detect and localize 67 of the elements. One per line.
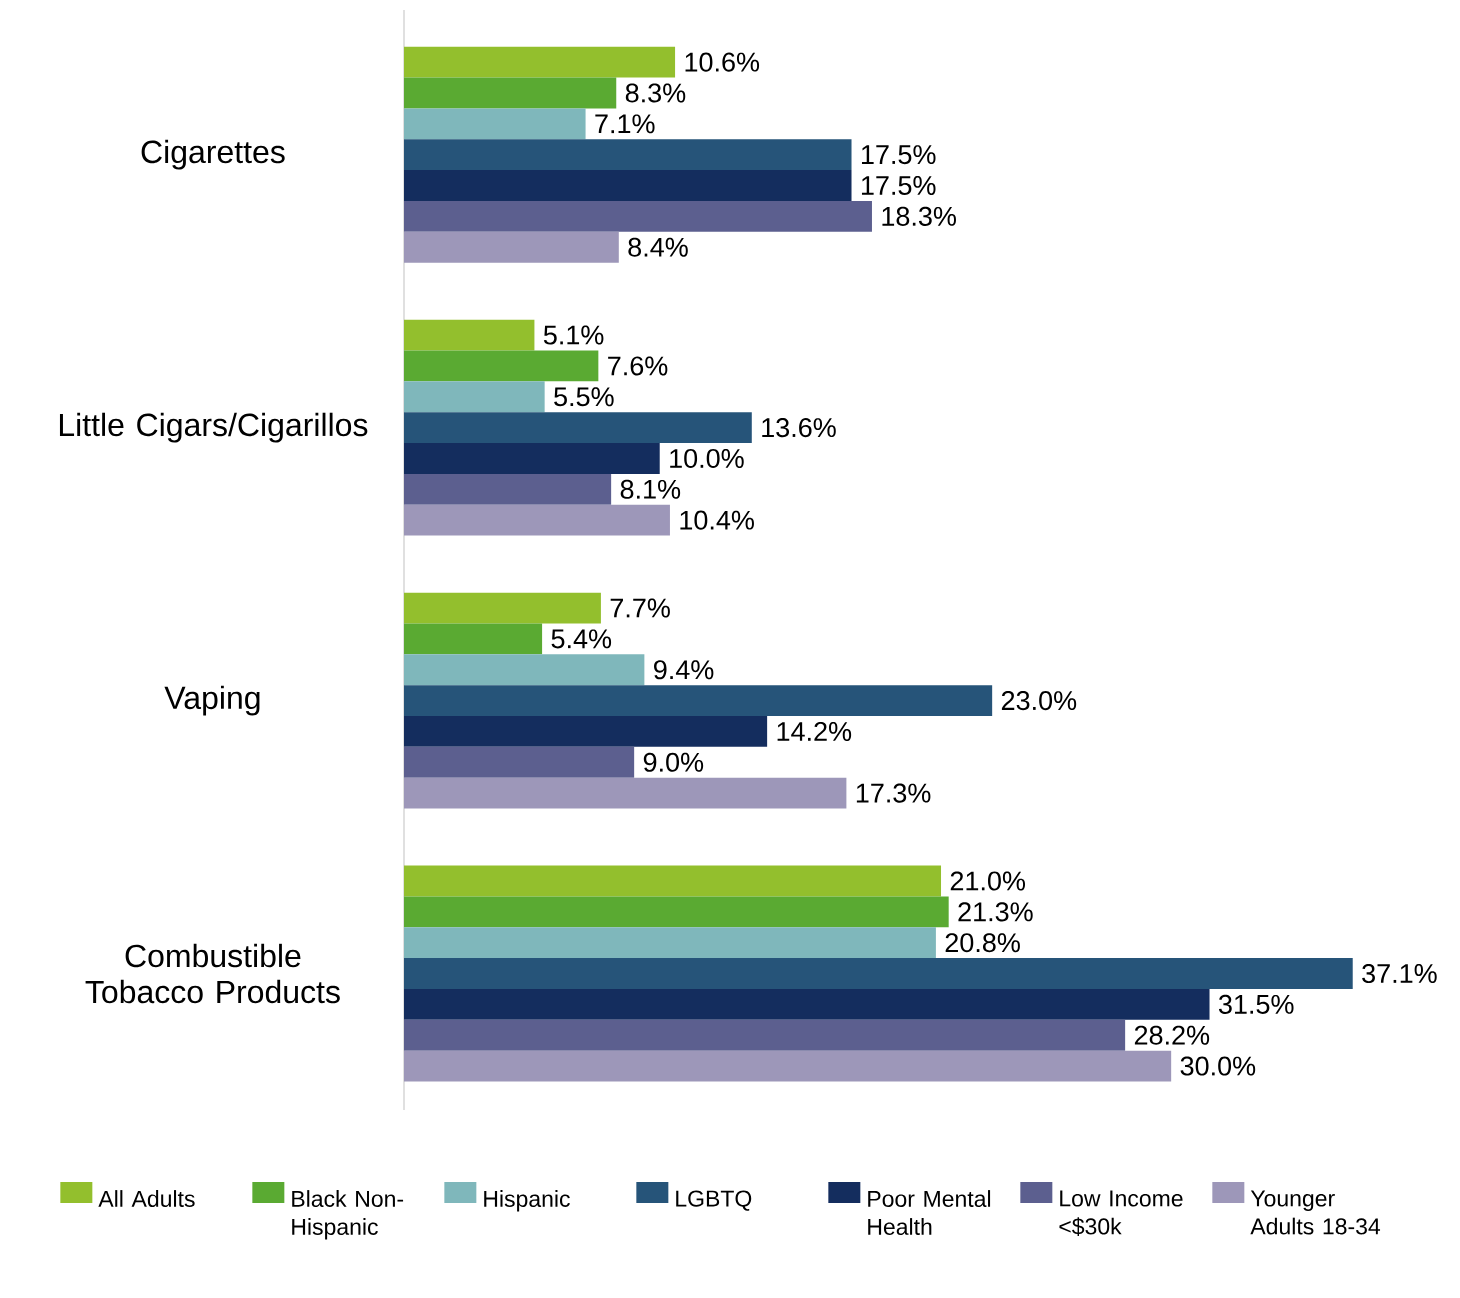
bar (404, 412, 752, 444)
data-label: 8.3% (625, 83, 686, 103)
data-label: 30.0% (1180, 1056, 1256, 1076)
legend-label: All Adults (98, 1190, 195, 1207)
legend-label: LGBTQ (676, 1190, 752, 1211)
legend-label: Black Non-Hispanic (292, 1190, 404, 1240)
legend-label: Low Income <$30k (1059, 1190, 1183, 1236)
data-label: 9.0% (643, 752, 704, 772)
data-label: 31.5% (1218, 994, 1294, 1014)
bar (404, 958, 1353, 989)
bar (404, 1019, 1126, 1051)
data-label: 5.5% (554, 387, 614, 407)
bar (404, 443, 660, 474)
data-label: 18.3% (882, 206, 956, 226)
data-label: 5.4% (551, 629, 612, 649)
data-label: 10.0% (670, 448, 744, 469)
legend-label: Poor Mental Health (868, 1190, 991, 1235)
data-label: 21.0% (950, 871, 1026, 891)
bar (404, 504, 670, 536)
bar (404, 1050, 1172, 1082)
bar (404, 927, 936, 959)
y-tick-label: Combustible Tobacco Products (85, 943, 340, 1004)
data-label: 10.4% (680, 510, 754, 530)
legend-label: Younger Adults 18-34 (1250, 1190, 1381, 1235)
bar (404, 716, 768, 747)
y-tick-label: Cigarettes (141, 139, 285, 170)
bar (404, 473, 612, 505)
bar (404, 592, 601, 624)
bar (404, 988, 1210, 1020)
bar (404, 381, 545, 413)
bar (404, 108, 586, 140)
bar (404, 231, 619, 263)
data-label: 7.6% (608, 356, 668, 376)
data-label: 14.2% (777, 721, 852, 741)
data-label: 7.1% (595, 114, 655, 134)
data-label: 17.5% (861, 176, 936, 196)
bar (404, 654, 645, 686)
y-tick-label: Vaping (164, 685, 260, 716)
bar (404, 319, 535, 351)
bar (404, 350, 599, 382)
data-label: 17.5% (861, 145, 936, 165)
bar (404, 46, 676, 78)
data-label: 21.3% (958, 902, 1033, 922)
data-label: 28.2% (1134, 1025, 1210, 1045)
data-label: 10.6% (685, 52, 760, 72)
bar (404, 746, 635, 778)
bar (404, 685, 993, 717)
y-tick-label: Little Cigars/Cigarillos (59, 412, 368, 443)
data-label: 23.0% (1001, 691, 1077, 711)
bar (404, 77, 617, 109)
bar (404, 623, 543, 655)
bar (404, 170, 852, 201)
data-label: 7.7% (610, 598, 670, 618)
data-label: 5.1% (543, 325, 604, 345)
data-label: 37.1% (1362, 963, 1437, 984)
bar (404, 865, 942, 897)
bar (404, 139, 852, 171)
bar (404, 896, 949, 928)
legend-label: Hispanic (484, 1190, 570, 1212)
data-label: 8.1% (620, 479, 681, 499)
data-label: 13.6% (762, 418, 836, 438)
bar (404, 777, 847, 809)
bar (404, 200, 872, 232)
data-label: 9.4% (654, 660, 714, 680)
data-label: 17.3% (856, 783, 931, 803)
data-label: 8.4% (628, 237, 688, 257)
data-label: 20.8% (945, 933, 1020, 953)
